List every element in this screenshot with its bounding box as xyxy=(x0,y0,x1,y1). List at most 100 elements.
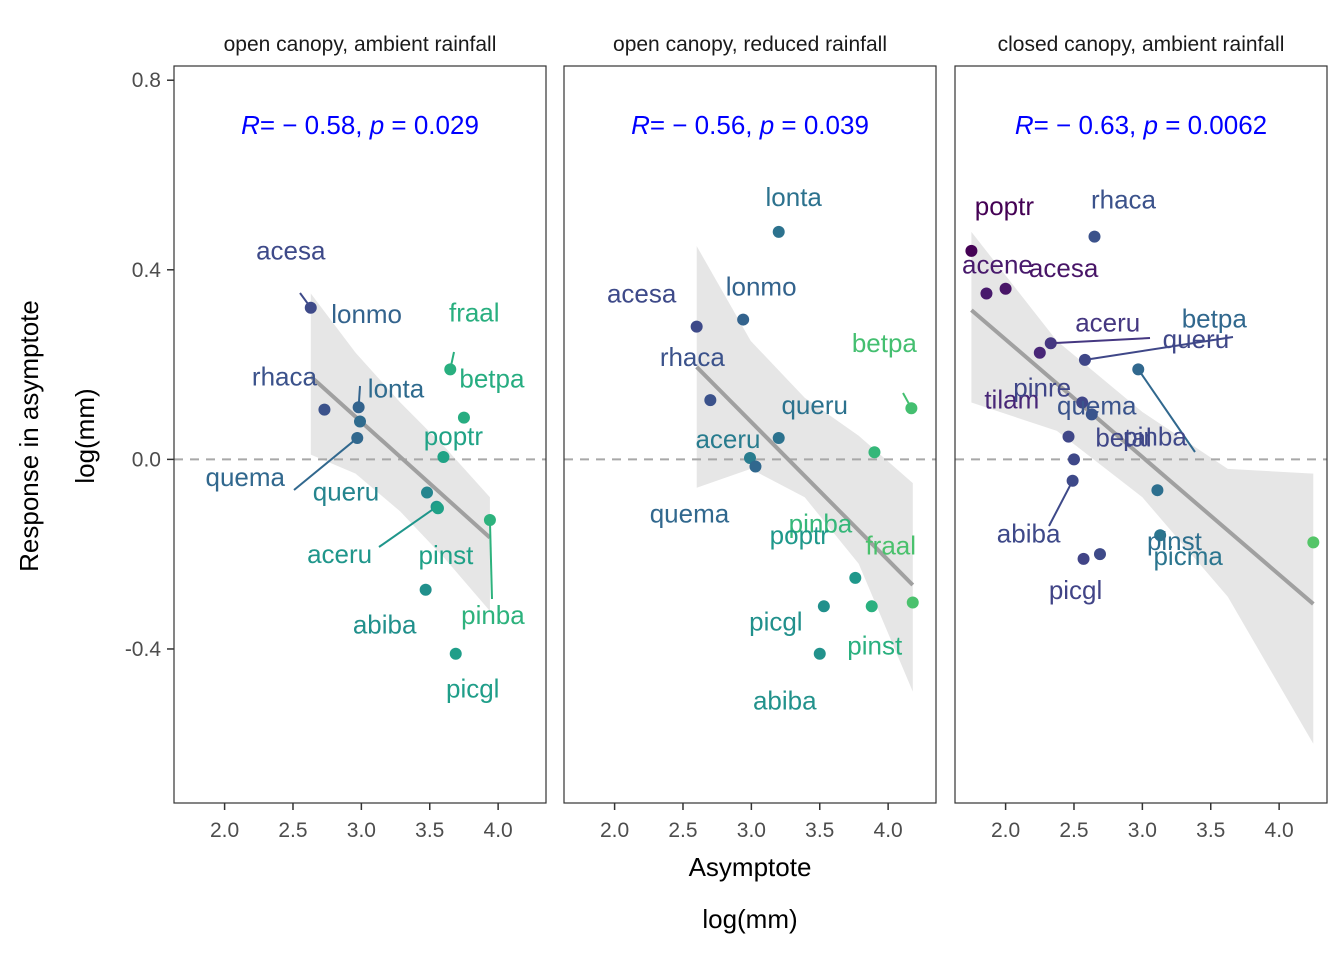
point-label-tilam: tilam xyxy=(984,385,1039,415)
data-point-poptr xyxy=(965,244,978,257)
x-tick-label: 2.0 xyxy=(210,819,239,842)
point-label-pinst: pinst xyxy=(847,630,903,660)
data-point-picma xyxy=(1154,529,1167,542)
label-leader-betpa xyxy=(1137,368,1196,453)
point-label-betal: betal xyxy=(1095,423,1151,453)
data-point-pinba xyxy=(1067,453,1080,466)
panel-1: open canopy, ambient rainfall acesa rhaca l… xyxy=(173,33,547,842)
data-point-lonta xyxy=(772,225,785,238)
point-label-poptr: poptr xyxy=(975,191,1035,221)
correlation-annotation: R= − 0.58, p = 0.029 xyxy=(241,110,479,140)
x-tick-label: 4.0 xyxy=(1265,819,1294,842)
data-point-rhaca xyxy=(1088,230,1101,243)
panel-border xyxy=(563,65,937,804)
label-leader-queru xyxy=(1084,336,1234,361)
data-point-pinst xyxy=(431,502,444,515)
panel-title: open canopy, ambient rainfall xyxy=(224,33,497,56)
x-tick-label: 4.0 xyxy=(484,819,513,842)
data-point-queru xyxy=(421,486,434,499)
data-point-lonmo xyxy=(352,401,365,414)
data-point-abiba xyxy=(1066,474,1079,487)
point-label-aceru: aceru xyxy=(1075,307,1140,337)
panel-3: closed canopy, ambient rainfall poptr aces… xyxy=(954,33,1328,842)
data-point-betpa xyxy=(905,402,918,415)
data-point-quema xyxy=(1085,408,1098,421)
data-point-lonmo xyxy=(737,313,750,326)
point-label-poptr: poptr xyxy=(770,520,830,550)
point-label-fraal: fraal xyxy=(865,531,916,561)
y-tick-label: 0.0 xyxy=(132,448,161,471)
data-point-rhaca xyxy=(704,394,717,407)
point-label-pinba: pinba xyxy=(1123,421,1187,451)
x-tick-label: 4.0 xyxy=(874,819,903,842)
x-tick-label: 3.0 xyxy=(1128,819,1157,842)
confidence-band xyxy=(971,231,1314,744)
data-point-acene xyxy=(980,287,993,300)
x-tick-label: 3.5 xyxy=(805,819,834,842)
point-label-quema: quema xyxy=(1057,390,1137,420)
data-point-acesa xyxy=(690,320,703,333)
label-leader-quema xyxy=(293,437,358,491)
x-axis-unit: log(mm) xyxy=(702,904,797,934)
point-label-rhaca: rhaca xyxy=(1091,185,1157,215)
y-tick-label: -0.4 xyxy=(125,638,162,661)
point-label-pinba: pinba xyxy=(461,600,525,630)
point-label-betpa: betpa xyxy=(459,364,525,394)
point-label-betpa: betpa xyxy=(1182,303,1248,333)
data-point-poptr xyxy=(437,451,450,464)
point-label-acene: acene xyxy=(962,249,1033,279)
point-label-picma: picma xyxy=(1153,541,1223,571)
point-label-lonmo: lonmo xyxy=(726,272,797,302)
data-point-quema xyxy=(351,432,364,445)
panel-border xyxy=(954,65,1328,804)
x-tick-label: 2.5 xyxy=(1059,819,1088,842)
data-point-picgl xyxy=(449,647,462,660)
panel-border xyxy=(173,65,547,804)
point-label-fraal: fraal xyxy=(449,297,500,327)
data-point-betpa xyxy=(1132,363,1145,376)
data-point-pinst xyxy=(865,600,878,613)
data-point-picgl2 xyxy=(1093,548,1106,561)
panel-title: closed canopy, ambient rainfall xyxy=(998,33,1285,56)
data-point-aceru xyxy=(744,451,756,464)
point-label-picgl: picgl xyxy=(446,674,499,704)
y-axis-title: Response in asymptote xyxy=(14,300,44,572)
x-tick-label: 2.5 xyxy=(278,819,307,842)
correlation-annotation: R= − 0.63, p = 0.0062 xyxy=(1015,110,1267,140)
y-tick-label: 0.8 xyxy=(132,69,161,92)
point-label-pinba: pinba xyxy=(789,508,853,538)
data-point-betpa xyxy=(457,411,470,424)
point-label-quema: quema xyxy=(650,498,730,528)
point-label-acesa: acesa xyxy=(1029,253,1099,283)
x-tick-label: 3.5 xyxy=(1196,819,1225,842)
label-leader-abiba xyxy=(1048,480,1074,527)
point-label-queru: queru xyxy=(313,477,380,507)
x-axis-title: Asymptote xyxy=(689,852,812,882)
panels-layer: open canopy, ambient rainfall acesa rhaca l… xyxy=(125,33,1328,842)
data-point-fraal xyxy=(444,363,457,376)
data-point-pinba xyxy=(483,514,496,527)
data-point-acesa xyxy=(304,301,317,314)
point-label-queru: queru xyxy=(781,390,848,420)
point-label-pinst: pinst xyxy=(1147,526,1203,556)
point-label-quema: quema xyxy=(206,462,286,492)
x-tick-label: 3.0 xyxy=(347,819,376,842)
point-label-abiba: abiba xyxy=(997,519,1061,549)
point-label-lonta: lonta xyxy=(766,182,823,212)
data-point-aceru xyxy=(1044,337,1057,350)
point-label-abiba: abiba xyxy=(753,686,817,716)
point-label-aceru: aceru xyxy=(307,539,372,569)
label-leader-pinba xyxy=(488,520,493,600)
data-point-picgl xyxy=(1077,552,1090,565)
regression-line xyxy=(695,365,915,587)
label-leader-aceru xyxy=(1050,337,1151,345)
data-point-queru xyxy=(1078,353,1091,366)
y-axis-unit: log(mm) xyxy=(70,388,100,483)
data-point-betal xyxy=(1062,430,1075,443)
point-label-pinre: pinre xyxy=(1013,373,1071,403)
data-point-pinre xyxy=(1076,396,1089,409)
point-label-poptr: poptr xyxy=(424,421,484,451)
data-point-tsuca xyxy=(1307,536,1320,549)
data-point-quema xyxy=(749,460,762,473)
